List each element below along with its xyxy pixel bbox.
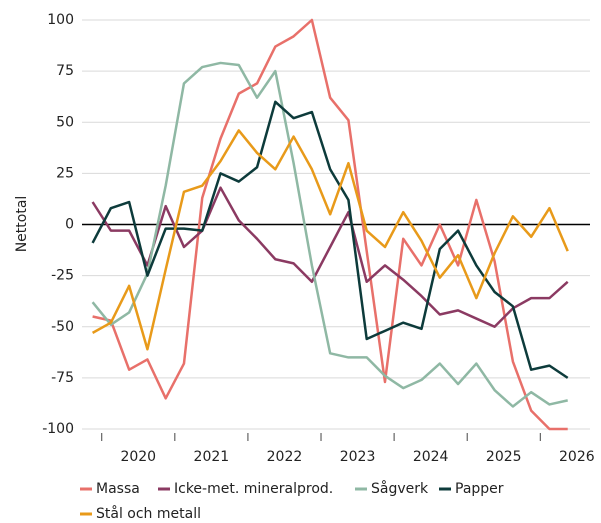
y-tick-label: -25	[51, 268, 74, 284]
series-line	[91, 129, 569, 351]
series-line	[91, 186, 569, 328]
legend-label: Sågverk	[371, 480, 429, 497]
legend-label: Icke-met. mineralprod.	[174, 481, 333, 497]
y-tick-label: -100	[42, 421, 74, 437]
series-line	[91, 100, 569, 379]
series-line	[92, 18, 568, 431]
y-tick-label: -50	[51, 319, 74, 335]
legend-label: Papper	[455, 481, 504, 497]
x-tick-label: 2023	[340, 449, 376, 465]
x-tick-label: 2020	[120, 449, 156, 465]
x-tick-label: 2025	[486, 449, 522, 465]
y-tick-label: 25	[56, 165, 74, 181]
y-tick-label: 0	[65, 217, 74, 233]
x-tick-label: 2024	[413, 449, 449, 465]
legend-label: Stål och metall	[96, 505, 201, 522]
y-axis-label: Nettotal	[14, 196, 30, 253]
x-tick-label: 2022	[267, 449, 303, 465]
y-tick-label: 100	[47, 12, 74, 28]
legend-label: Massa	[96, 481, 140, 497]
x-tick-label: 2026	[559, 449, 595, 465]
x-tick-label: 2021	[194, 449, 230, 465]
series-line	[91, 61, 568, 408]
y-tick-label: 75	[56, 63, 74, 79]
y-tick-label: -75	[51, 370, 74, 386]
y-tick-label: 50	[56, 114, 74, 130]
